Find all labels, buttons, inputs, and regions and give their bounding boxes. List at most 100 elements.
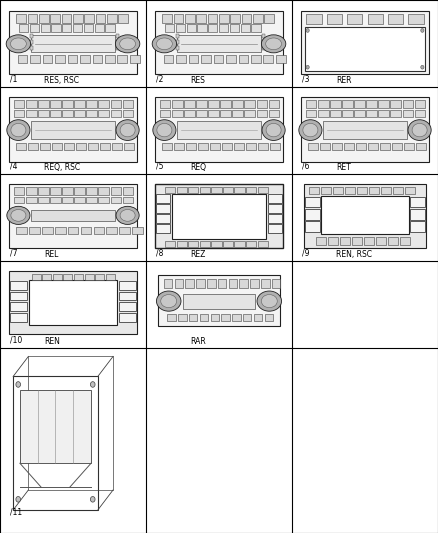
Bar xyxy=(50,110,61,117)
Bar xyxy=(99,187,109,195)
Bar xyxy=(306,100,316,108)
Bar xyxy=(62,110,73,117)
Bar xyxy=(9,271,137,334)
Bar xyxy=(42,273,51,280)
Bar xyxy=(404,143,414,150)
Bar xyxy=(9,11,137,74)
Bar xyxy=(208,14,217,22)
Bar xyxy=(110,110,121,117)
Bar xyxy=(219,14,229,22)
Text: /11: /11 xyxy=(10,507,22,516)
Bar xyxy=(110,187,121,195)
Bar xyxy=(175,279,183,288)
Bar xyxy=(119,313,136,322)
Bar xyxy=(132,227,143,234)
Bar xyxy=(177,187,187,193)
Bar xyxy=(196,279,205,288)
Bar xyxy=(186,143,196,150)
Bar xyxy=(220,100,231,108)
Ellipse shape xyxy=(120,209,135,221)
Bar xyxy=(268,110,279,117)
Bar xyxy=(328,237,339,245)
Bar xyxy=(160,110,170,117)
Bar xyxy=(184,100,194,108)
Text: REN: REN xyxy=(44,337,60,346)
Bar xyxy=(50,100,61,108)
Bar xyxy=(323,121,407,139)
Ellipse shape xyxy=(90,382,95,387)
Text: /10: /10 xyxy=(10,335,22,344)
Ellipse shape xyxy=(161,295,177,308)
Bar xyxy=(41,25,50,32)
Bar xyxy=(62,187,73,195)
Bar xyxy=(53,273,62,280)
Bar xyxy=(378,110,389,117)
Ellipse shape xyxy=(156,291,181,311)
Ellipse shape xyxy=(7,120,30,140)
Bar xyxy=(306,110,316,117)
Bar xyxy=(32,273,41,280)
Bar xyxy=(244,100,255,108)
Bar xyxy=(156,224,170,233)
Bar xyxy=(84,14,94,22)
Bar xyxy=(123,187,133,195)
Bar xyxy=(17,14,26,22)
Bar xyxy=(196,100,207,108)
Bar xyxy=(123,110,133,117)
Text: /5: /5 xyxy=(156,161,164,171)
Bar xyxy=(177,35,261,52)
Bar xyxy=(403,100,413,108)
Bar xyxy=(39,14,49,22)
Bar xyxy=(64,273,72,280)
Bar xyxy=(73,14,83,22)
Bar xyxy=(73,25,82,32)
Bar xyxy=(246,187,256,193)
Bar xyxy=(258,143,268,150)
Bar xyxy=(318,100,328,108)
Bar xyxy=(229,279,237,288)
Bar xyxy=(86,100,97,108)
Bar xyxy=(28,357,113,490)
Bar xyxy=(354,110,365,117)
Ellipse shape xyxy=(266,38,282,50)
Bar xyxy=(201,55,211,62)
Bar xyxy=(188,187,198,193)
Bar xyxy=(198,25,207,32)
Bar xyxy=(119,302,136,311)
Bar xyxy=(347,14,363,25)
Bar xyxy=(415,100,425,108)
Bar xyxy=(86,187,97,195)
Bar xyxy=(116,46,119,50)
Bar xyxy=(74,197,85,203)
Bar xyxy=(38,187,49,195)
Bar xyxy=(155,184,283,248)
Bar xyxy=(26,187,36,195)
Bar xyxy=(332,187,343,195)
Bar xyxy=(29,227,40,234)
Bar xyxy=(17,143,26,150)
Bar xyxy=(105,55,115,62)
Ellipse shape xyxy=(152,35,177,53)
Bar xyxy=(261,279,269,288)
Bar xyxy=(390,110,401,117)
Ellipse shape xyxy=(7,206,30,224)
Bar xyxy=(123,197,133,203)
Bar xyxy=(257,100,267,108)
Bar xyxy=(17,227,27,234)
Bar xyxy=(94,227,104,234)
Ellipse shape xyxy=(261,35,286,53)
Text: REQ, RSC: REQ, RSC xyxy=(44,163,80,172)
Bar xyxy=(301,98,429,161)
Bar xyxy=(31,121,115,139)
Bar xyxy=(177,121,261,139)
Ellipse shape xyxy=(306,29,309,33)
Text: REL: REL xyxy=(44,250,58,259)
Bar xyxy=(10,292,27,301)
Ellipse shape xyxy=(299,120,322,140)
Bar xyxy=(262,46,265,50)
Bar xyxy=(239,55,248,62)
Bar xyxy=(174,14,184,22)
Bar xyxy=(156,205,170,213)
Text: REZ: REZ xyxy=(190,250,205,259)
Bar xyxy=(306,14,321,25)
